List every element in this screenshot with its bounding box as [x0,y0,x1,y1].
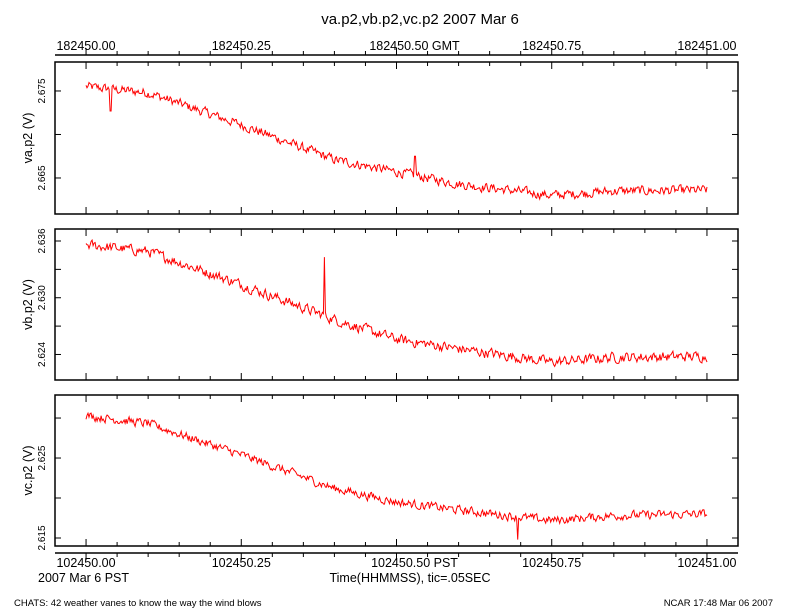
y-axis-label: vc.p2 (V) [21,445,35,495]
plot-frame [54,228,739,381]
chart-title: va.p2,vb.p2,vc.p2 2007 Mar 6 [321,11,519,28]
series-line [85,411,708,540]
date-label: 2007 Mar 6 PST [38,571,129,585]
top-axis-tick-label: 182450.50 GMT [369,39,460,53]
plot-frame [54,394,739,547]
bottom-axis-tick-label: 102450.75 [522,556,581,570]
bottom-axis-tick-label: 102450.25 [212,556,271,570]
y-tick-label: 2.665 [37,165,48,190]
bottom-axis-tick-label: 102451.00 [677,556,736,570]
y-tick-label: 2.630 [37,285,48,310]
bottom-axis-tick-label: 102450.00 [56,556,115,570]
panel-2: 2.624 2.630 2.636 vb.p2 (V) [21,228,739,381]
top-axis-tick-label: 182450.75 [522,39,581,53]
plot-frame [54,61,739,215]
top-axis-tick-label: 182451.00 [677,39,736,53]
x-axis-label: Time(HHMMSS), tic=.05SEC [329,571,490,585]
series-line [85,81,708,201]
bottom-axis-tick-label: 102450.50 PST [371,556,458,570]
footer-right: NCAR 17:48 Mar 06 2007 [664,598,773,609]
y-tick-label: 2.675 [37,78,48,103]
top-axis-tick-label: 182450.25 [212,39,271,53]
top-axis-tick-label: 182450.00 [56,39,115,53]
series-line [85,238,708,368]
y-tick-label: 2.624 [37,342,48,367]
footer-left: CHATS: 42 weather vanes to know the way … [14,598,262,609]
y-tick-label: 2.615 [37,525,48,550]
y-tick-label: 2.625 [37,445,48,470]
y-axis-label: va.p2 (V) [21,113,35,164]
y-tick-label: 2.636 [37,228,48,253]
y-axis-label: vb.p2 (V) [21,279,35,330]
